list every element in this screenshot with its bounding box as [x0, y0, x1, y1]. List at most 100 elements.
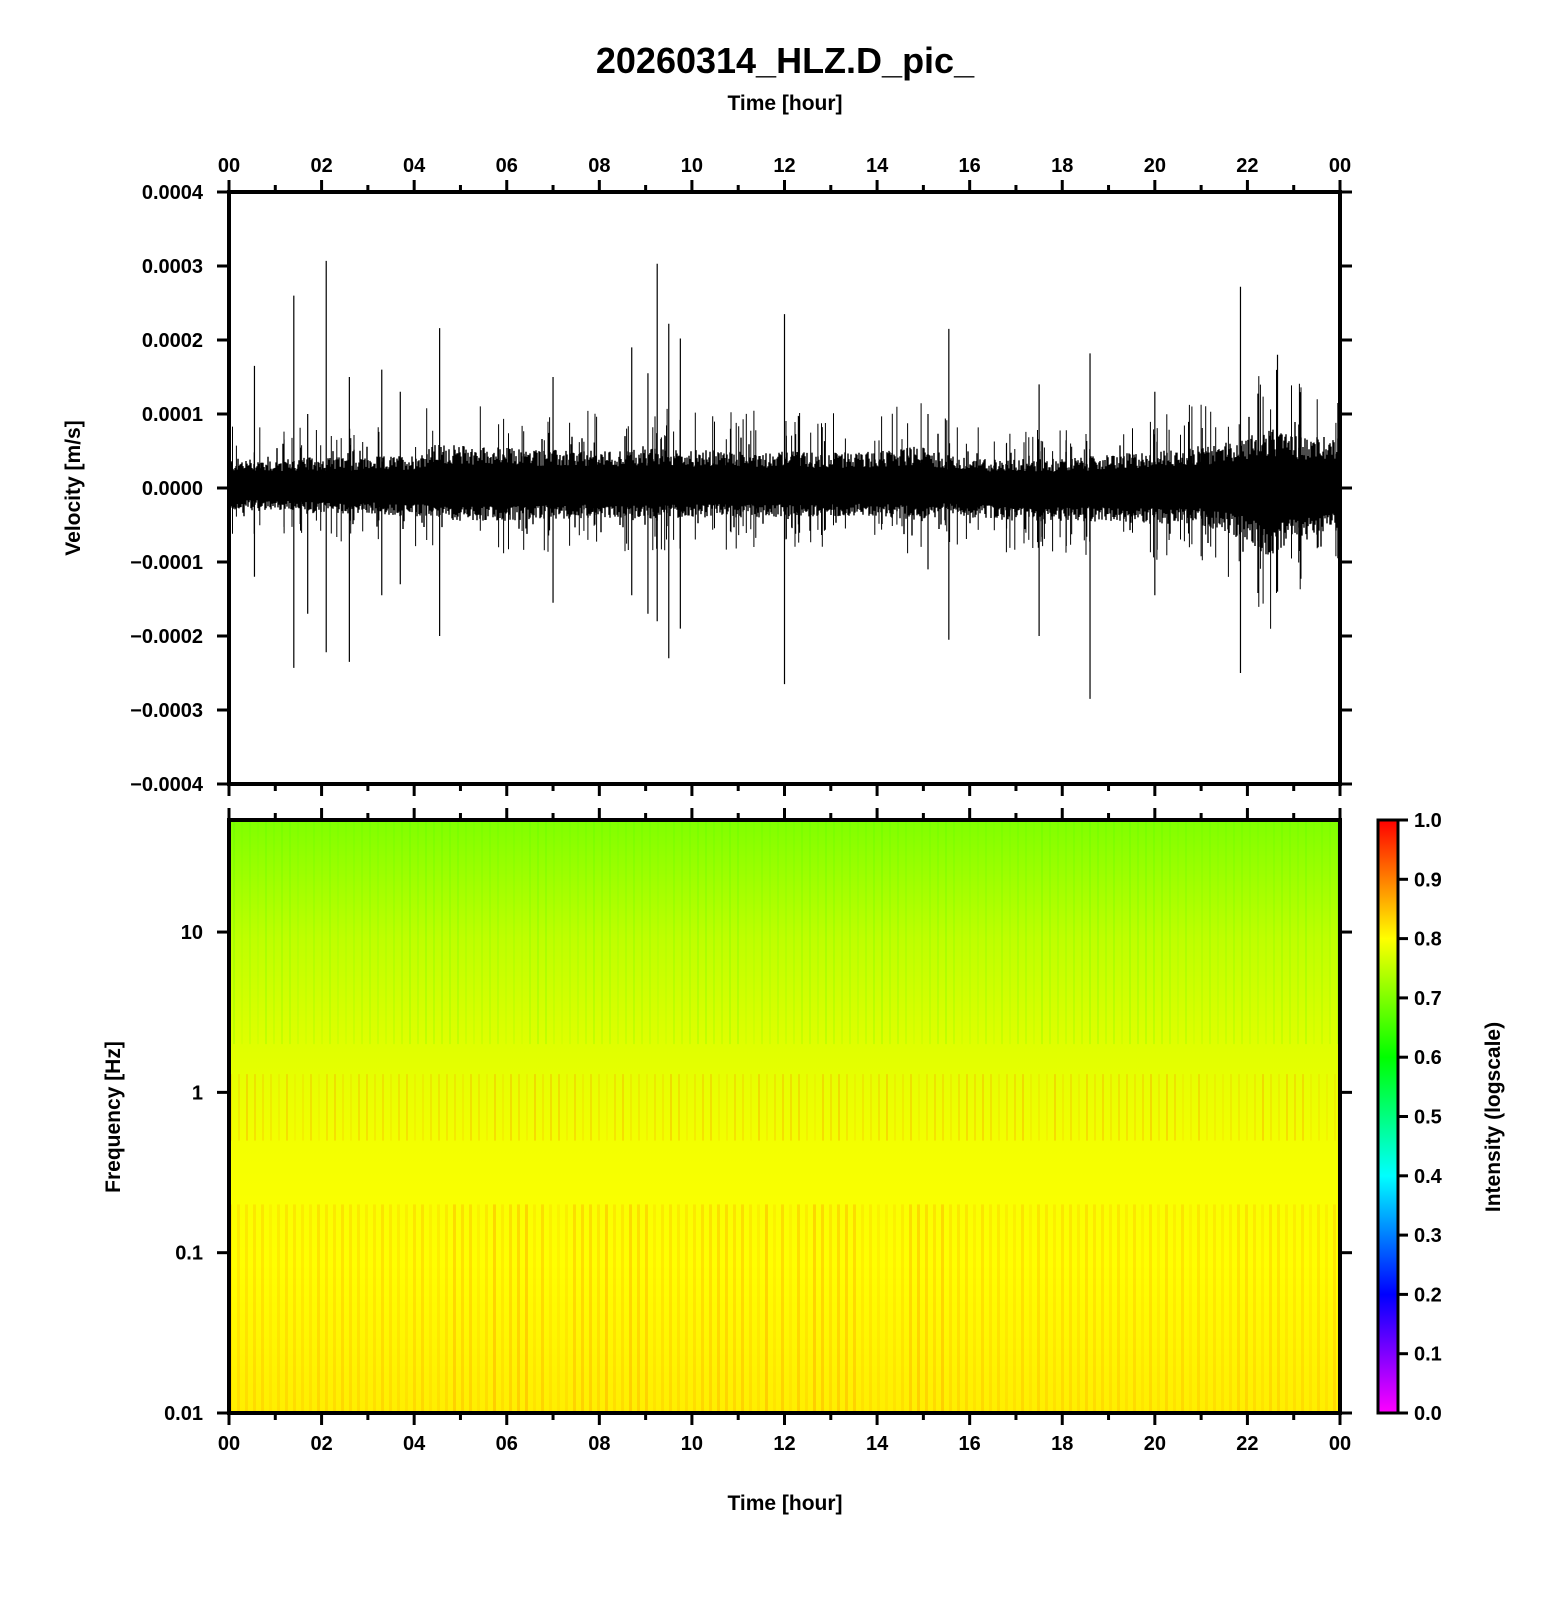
- waveform-panel: 00 02 04 06 08 10 12 14 16 18 20 22 00 −0.0004 −0.0003…: [62, 155, 1352, 796]
- spectrogram-band-low: [789, 1204, 792, 1413]
- spectrogram-band-mid: [246, 1074, 248, 1141]
- spectrogram-band-high: [969, 820, 971, 1045]
- spectrogram-band-low: [965, 1204, 968, 1413]
- waveform-x-tick-label: 20: [1144, 155, 1166, 177]
- spectrogram-y-tick-label: 0.01: [164, 1403, 203, 1425]
- spectrogram-band-mid: [1206, 1074, 1208, 1141]
- spectrogram-band-mid: [350, 1074, 352, 1141]
- spectrogram-x-tick-label: 12: [773, 1433, 795, 1455]
- chart-title: 20260314_HLZ.D_pic_: [596, 40, 975, 81]
- spectrogram-band-mid: [406, 1074, 408, 1141]
- spectrogram-band-mid: [1182, 1074, 1184, 1141]
- spectrogram-band-high: [945, 820, 947, 1045]
- spectrogram-band-mid: [1006, 1074, 1008, 1141]
- waveform-y-tick-label: 0.0001: [142, 404, 203, 426]
- spectrogram-band-low: [1197, 1204, 1200, 1413]
- spectrogram-band-high: [385, 820, 387, 1045]
- colorbar-ticks: 0.0 0.1 0.2 0.3 0.4 0.5 0.6 0.7 0.8 0.9 1.0: [1398, 810, 1443, 1425]
- colorbar-tick-label: 0.4: [1414, 1166, 1443, 1188]
- spectrogram-band-mid: [462, 1074, 464, 1141]
- spectrogram-band-low: [709, 1204, 712, 1413]
- spectrogram-band-mid: [1174, 1074, 1176, 1141]
- spectrogram-band-mid: [1190, 1074, 1192, 1141]
- spectrogram-band-high: [953, 820, 955, 1045]
- spectrogram-band-low: [693, 1204, 696, 1413]
- spectrogram-band-low: [365, 1204, 368, 1413]
- waveform-x-tick-label: 06: [496, 155, 518, 177]
- spectrogram-band-high: [673, 820, 675, 1045]
- waveform-x-tick-label: 22: [1236, 155, 1258, 177]
- spectrogram-band-low: [821, 1204, 824, 1413]
- spectrogram-band-mid: [1238, 1074, 1240, 1141]
- spectrogram-band-high: [665, 820, 667, 1045]
- spectrogram-band-low: [1245, 1204, 1248, 1413]
- spectrogram-x-tick-label: 10: [681, 1433, 703, 1455]
- spectrogram-band-mid: [766, 1074, 768, 1141]
- spectrogram-band-low: [517, 1204, 520, 1413]
- spectrogram-band-mid: [670, 1074, 672, 1141]
- colorbar-tick-label: 0.9: [1414, 869, 1442, 891]
- spectrogram-band-high: [1097, 820, 1099, 1045]
- spectrogram-band-high: [769, 820, 771, 1045]
- spectrogram-band-low: [1157, 1204, 1160, 1413]
- spectrogram-band-mid: [1110, 1074, 1112, 1141]
- spectrogram-band-mid: [942, 1074, 944, 1141]
- spectrogram-band-high: [617, 820, 619, 1045]
- spectrogram-x-tick-label: 08: [588, 1433, 610, 1455]
- spectrogram-band-mid: [1222, 1074, 1224, 1141]
- spectrogram-band-low: [613, 1204, 616, 1413]
- spectrogram-band-high: [585, 820, 587, 1045]
- spectrogram-band-mid: [1318, 1074, 1320, 1141]
- spectrogram-band-low: [421, 1204, 424, 1413]
- waveform-x-tick-label: 16: [959, 155, 981, 177]
- spectrogram-band-high: [849, 820, 851, 1045]
- spectrogram-band-low: [245, 1204, 248, 1413]
- spectrogram-band-low: [869, 1204, 872, 1413]
- spectrogram-band-mid: [934, 1074, 936, 1141]
- spectrogram-band-high: [1081, 820, 1083, 1045]
- spectrogram-band-high: [1321, 820, 1323, 1045]
- spectrogram-band-high: [273, 820, 275, 1045]
- spectrogram-band-mid: [326, 1074, 328, 1141]
- spectrogram-band-low: [909, 1204, 912, 1413]
- spectrogram-band-high: [905, 820, 907, 1045]
- spectrogram-band-mid: [1214, 1074, 1216, 1141]
- spectrogram-x-tick-label: 20: [1144, 1433, 1166, 1455]
- spectrogram-band-mid: [694, 1074, 696, 1141]
- spectrogram-band-low: [1325, 1204, 1328, 1413]
- spectrogram-band-mid: [254, 1074, 256, 1141]
- spectrogram-band-high: [1273, 820, 1275, 1045]
- spectrogram-band-high: [713, 820, 715, 1045]
- spectrogram-band-mid: [1230, 1074, 1232, 1141]
- spectrogram-band-mid: [286, 1074, 288, 1141]
- colorbar-tick-label: 0.6: [1414, 1047, 1442, 1069]
- waveform-y-tick-label: 0.0002: [142, 330, 203, 352]
- waveform-y-tick-label: −0.0001: [130, 552, 203, 574]
- spectrogram-band-high: [529, 820, 531, 1045]
- spectrogram-band-high: [1033, 820, 1035, 1045]
- spectrogram-band-low: [357, 1204, 360, 1413]
- spectrogram-band-low: [341, 1204, 344, 1413]
- spectrogram-band-low: [901, 1204, 904, 1413]
- spectrogram-band-high: [1073, 820, 1075, 1045]
- spectrogram-band-mid: [502, 1074, 504, 1141]
- spectrogram-band-low: [1173, 1204, 1176, 1413]
- spectrogram-band-low: [429, 1204, 432, 1413]
- spectrogram-band-low: [253, 1204, 256, 1413]
- spectrogram-band-high: [489, 820, 491, 1045]
- spectrogram-band-mid: [518, 1074, 520, 1141]
- spectrogram-band-high: [937, 820, 939, 1045]
- spectrogram-band-mid: [806, 1074, 808, 1141]
- spectrogram-band-high: [929, 820, 931, 1045]
- spectrogram-band-low: [989, 1204, 992, 1413]
- spectrogram-band-high: [521, 820, 523, 1045]
- spectrogram-band-high: [1105, 820, 1107, 1045]
- spectrogram-plot-area: [229, 820, 1340, 1413]
- spectrogram-band-mid: [1166, 1074, 1168, 1141]
- spectrogram-band-low: [1229, 1204, 1232, 1413]
- spectrogram-band-mid: [1286, 1074, 1288, 1141]
- waveform-x-tick-label: 10: [681, 155, 703, 177]
- spectrogram-band-high: [1313, 820, 1315, 1045]
- spectrogram-x-tick-label: 04: [403, 1433, 426, 1455]
- spectrogram-band-mid: [1158, 1074, 1160, 1141]
